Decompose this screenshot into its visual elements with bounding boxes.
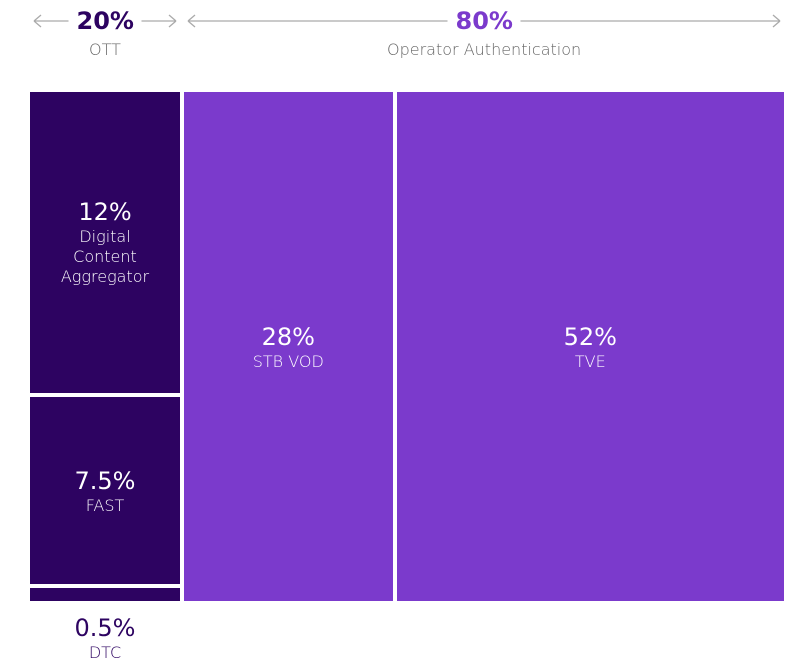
cell-value: 28% (261, 322, 315, 351)
arrow-line (33, 14, 42, 22)
cell-label: 12% Digital Content Aggregator (30, 92, 180, 393)
cell-value: 0.5% (74, 614, 136, 642)
cell-value: 7.5% (74, 466, 136, 495)
cell-name: TVE (574, 351, 606, 371)
group-name: Operator Authentication (387, 40, 582, 59)
cell-label: 0.5% DTC (30, 613, 180, 663)
arrow-line (187, 14, 196, 22)
group-value: 80% (455, 7, 513, 35)
group-value: 20% (76, 7, 134, 35)
arrow-line (33, 20, 42, 28)
treemap-cell (184, 92, 393, 601)
cell-name: FAST (85, 495, 125, 515)
treemap-cell (30, 396, 180, 585)
cell-name: STB VOD (252, 351, 324, 371)
arrow-line (187, 20, 196, 28)
cell-label: 7.5% FAST (30, 397, 180, 585)
cell-label: 28% STB VOD (184, 92, 393, 601)
group-name: OTT (89, 40, 121, 59)
arrow-line (772, 20, 781, 28)
treemap-cell (30, 588, 180, 601)
cell-value: 52% (563, 322, 617, 351)
cell-name: Digital Content Aggregator (60, 227, 150, 287)
treemap-cell (30, 92, 180, 393)
arrow-line (168, 14, 177, 22)
cell-label: 52% TVE (397, 92, 784, 601)
arrow-line (772, 14, 781, 22)
treemap-cell (396, 92, 784, 601)
arrow-line (168, 20, 177, 28)
cell-value: 12% (78, 198, 132, 227)
cell-name: DTC (88, 643, 122, 662)
